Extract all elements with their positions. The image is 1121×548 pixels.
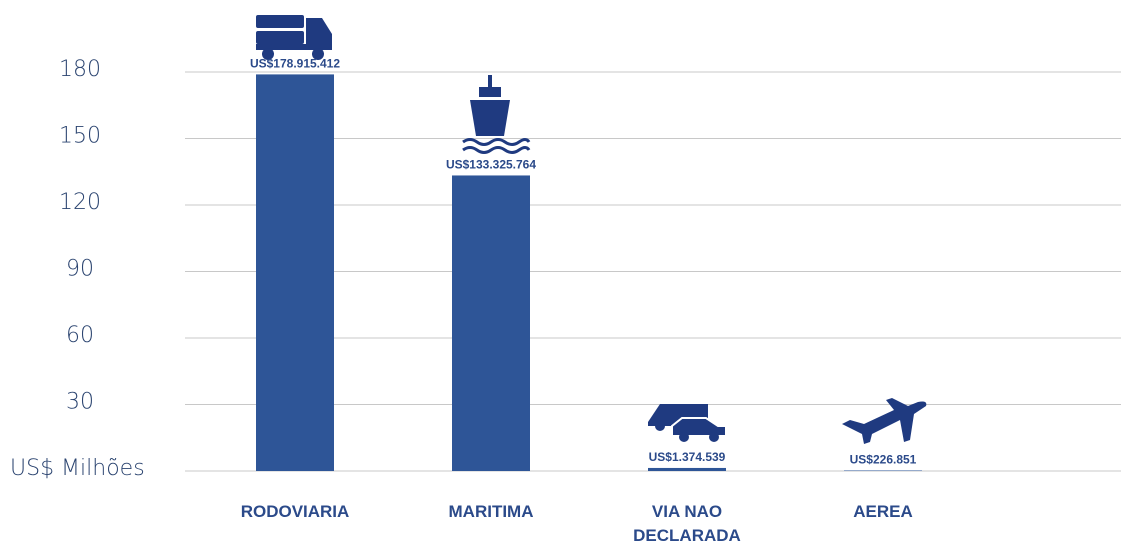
value-label: US$226.851	[850, 453, 917, 467]
bar	[452, 175, 530, 471]
truck-icon	[256, 15, 332, 60]
x-tick-label: MARITIMA	[448, 502, 534, 521]
y-tick-label: 150	[59, 124, 101, 149]
ship-icon	[462, 75, 531, 154]
x-tick-label: VIA NAO DECLARADA	[633, 502, 741, 545]
bar	[256, 74, 334, 471]
bar	[648, 467, 726, 471]
y-tick-label: 60	[66, 323, 94, 348]
y-tick-label: 120	[59, 190, 101, 215]
y-tick-label: US$ Milhões	[10, 456, 145, 481]
value-label: US$133.325.764	[446, 158, 536, 172]
y-tick-label: 30	[66, 390, 94, 415]
x-tick-label: AEREA	[853, 502, 913, 521]
van-car-icon	[648, 404, 727, 442]
plane-icon	[842, 398, 927, 444]
value-label: US$178.915.412	[250, 57, 340, 71]
bar	[844, 470, 922, 471]
value-label: US$1.374.539	[649, 450, 726, 464]
y-tick-label: 180	[59, 57, 101, 82]
y-tick-label: 90	[66, 257, 94, 282]
x-tick-label: RODOVIARIA	[240, 502, 350, 521]
